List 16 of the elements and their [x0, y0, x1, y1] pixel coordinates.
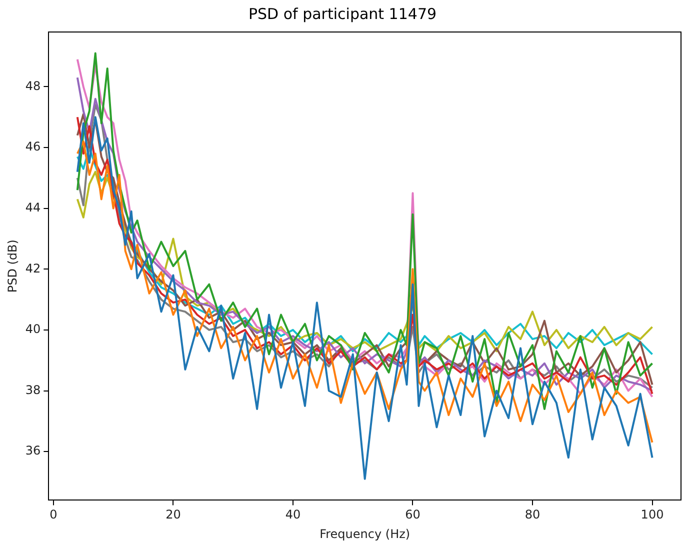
- x-tick-label: 0: [50, 508, 58, 522]
- chart-title: PSD of participant 11479: [248, 4, 437, 23]
- x-tick-label: 20: [166, 508, 181, 522]
- x-tick-label: 40: [285, 508, 301, 522]
- y-tick-label: 40: [25, 322, 41, 336]
- x-tick-label: 100: [640, 508, 664, 522]
- y-tick-label: 42: [25, 261, 41, 276]
- y-tick-label: 48: [25, 78, 41, 93]
- x-axis-title: Frequency (Hz): [320, 526, 410, 541]
- y-tick-label: 46: [25, 140, 41, 154]
- x-tick-label: 60: [405, 508, 420, 522]
- y-axis-title: PSD (dB): [5, 240, 20, 293]
- y-tick-label: 38: [25, 382, 41, 397]
- x-tick-label: 80: [524, 508, 540, 522]
- y-tick-label: 44: [25, 200, 41, 214]
- y-tick-label: 36: [25, 444, 41, 458]
